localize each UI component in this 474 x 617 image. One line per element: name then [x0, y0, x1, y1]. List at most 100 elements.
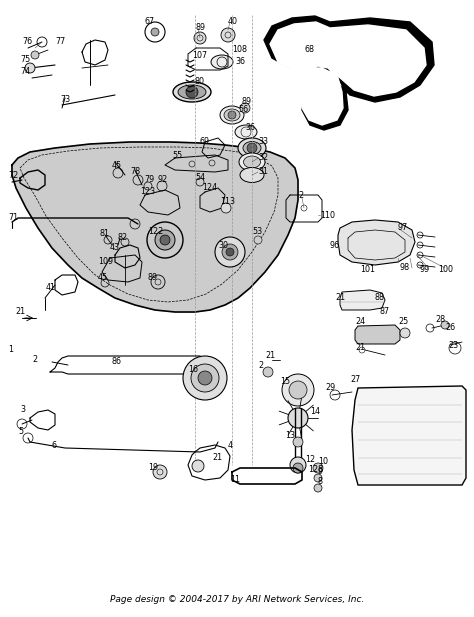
Text: 81: 81 [100, 230, 110, 239]
Text: 80: 80 [195, 78, 205, 86]
Circle shape [25, 63, 35, 73]
Text: 15: 15 [280, 378, 290, 386]
Text: 89: 89 [148, 273, 158, 283]
Text: 3: 3 [20, 405, 25, 415]
Text: 128: 128 [308, 465, 323, 474]
Text: 122: 122 [148, 228, 163, 236]
Circle shape [151, 275, 165, 289]
Text: 8: 8 [318, 478, 323, 486]
Text: 9: 9 [318, 468, 323, 476]
Circle shape [198, 371, 212, 385]
Text: 89: 89 [242, 97, 252, 107]
Circle shape [151, 28, 159, 36]
Ellipse shape [173, 82, 211, 102]
Ellipse shape [238, 138, 266, 158]
Text: 75: 75 [20, 56, 30, 65]
Circle shape [160, 235, 170, 245]
Text: 24: 24 [355, 318, 365, 326]
Text: 6: 6 [52, 441, 57, 450]
Ellipse shape [178, 85, 206, 99]
Text: 78: 78 [130, 167, 140, 176]
Text: 71: 71 [8, 213, 18, 223]
Ellipse shape [224, 109, 240, 121]
Ellipse shape [211, 55, 233, 69]
Ellipse shape [244, 156, 261, 168]
Polygon shape [270, 22, 426, 125]
Text: 89: 89 [196, 23, 206, 33]
Text: 29: 29 [325, 384, 335, 392]
Text: 88: 88 [375, 294, 385, 302]
Ellipse shape [240, 167, 264, 183]
Text: 82: 82 [118, 233, 128, 242]
Circle shape [192, 460, 204, 472]
Text: 77: 77 [55, 38, 65, 46]
Text: 13: 13 [285, 431, 295, 439]
Ellipse shape [235, 125, 257, 139]
Text: 21: 21 [355, 344, 365, 352]
Circle shape [289, 381, 307, 399]
Text: 86: 86 [112, 357, 122, 366]
Polygon shape [355, 325, 400, 344]
Circle shape [247, 143, 257, 153]
Ellipse shape [220, 106, 244, 124]
Text: 23: 23 [448, 341, 458, 349]
Circle shape [313, 463, 323, 473]
Text: Page design © 2004-2017 by ARI Network Services, Inc.: Page design © 2004-2017 by ARI Network S… [110, 595, 364, 605]
Circle shape [221, 28, 235, 42]
Text: 113: 113 [220, 197, 235, 207]
Text: 21: 21 [15, 307, 25, 317]
Text: 12: 12 [305, 455, 315, 465]
Text: 2: 2 [258, 360, 263, 370]
Circle shape [155, 230, 175, 250]
Circle shape [290, 457, 306, 473]
Text: 21: 21 [335, 294, 345, 302]
Circle shape [215, 237, 245, 267]
Circle shape [441, 321, 449, 329]
Text: 2: 2 [298, 191, 303, 199]
Circle shape [183, 356, 227, 400]
Circle shape [226, 248, 234, 256]
Circle shape [194, 32, 206, 44]
Text: 101: 101 [360, 265, 375, 275]
Text: 40: 40 [228, 17, 238, 27]
Circle shape [153, 465, 167, 479]
Text: 96: 96 [330, 241, 340, 249]
Text: 32: 32 [258, 154, 268, 162]
Circle shape [240, 103, 250, 113]
Circle shape [147, 222, 183, 258]
Text: 36: 36 [245, 123, 255, 133]
Text: 53: 53 [252, 228, 262, 236]
Text: 19: 19 [148, 463, 158, 473]
Circle shape [282, 374, 314, 406]
Circle shape [228, 111, 236, 119]
Text: 68: 68 [305, 46, 315, 54]
Text: 5: 5 [18, 428, 23, 436]
Text: 109: 109 [98, 257, 113, 267]
Text: 30: 30 [218, 241, 228, 249]
Text: 79: 79 [144, 175, 154, 184]
Circle shape [31, 51, 39, 59]
Text: 56: 56 [238, 106, 248, 115]
Polygon shape [12, 142, 298, 312]
Text: 16: 16 [188, 365, 198, 375]
Text: 28: 28 [435, 315, 445, 325]
Circle shape [263, 367, 273, 377]
Circle shape [293, 463, 303, 473]
Text: 55: 55 [172, 151, 182, 160]
Text: 124: 124 [202, 183, 217, 193]
Polygon shape [338, 220, 415, 265]
Text: 110: 110 [320, 210, 335, 220]
Text: 72: 72 [8, 170, 18, 180]
Text: 97: 97 [398, 223, 408, 233]
Text: 14: 14 [310, 407, 320, 416]
Ellipse shape [243, 141, 261, 154]
Text: 36: 36 [235, 57, 245, 67]
Text: 27: 27 [350, 376, 360, 384]
Text: 1: 1 [8, 346, 13, 355]
Text: 107: 107 [192, 51, 207, 59]
Text: 21: 21 [212, 453, 222, 463]
Circle shape [293, 437, 303, 447]
Text: 54: 54 [195, 173, 205, 183]
Text: 21: 21 [265, 350, 275, 360]
Circle shape [314, 474, 322, 482]
